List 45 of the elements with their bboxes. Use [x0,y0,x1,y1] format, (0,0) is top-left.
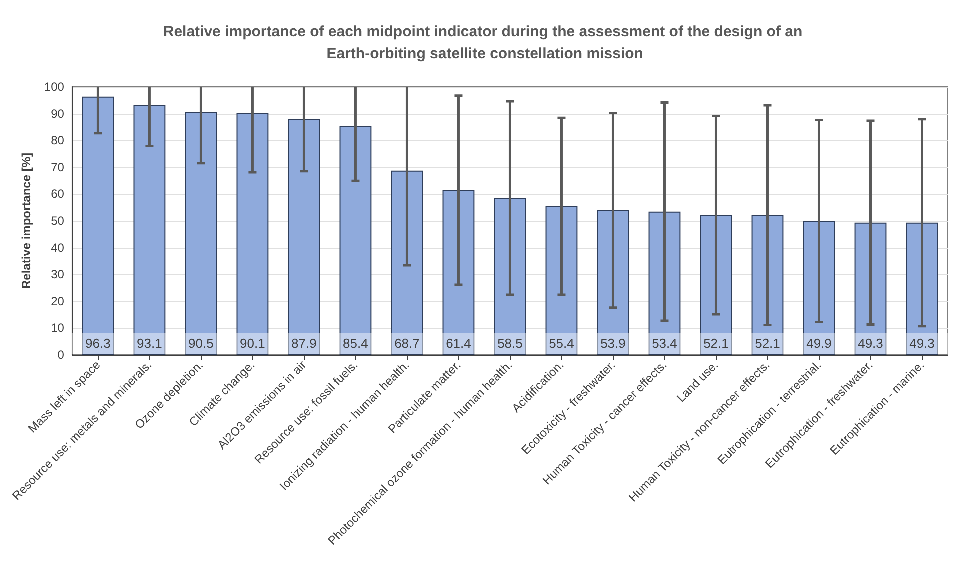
data-label: 58.5 [498,336,523,351]
bar [597,210,630,355]
y-tick-label: 0 [58,348,65,362]
y-tick-label: 80 [51,134,65,148]
data-label: 61.4 [446,336,472,351]
data-label: 68.7 [394,336,420,351]
bar [288,119,320,355]
bar [391,170,424,355]
data-label: 52.1 [704,336,729,351]
bar [803,221,836,355]
y-tick-label: 60 [51,187,65,202]
data-label: 49.3 [910,336,935,351]
bar [442,190,475,355]
data-label: 93.1 [137,336,162,351]
bar [236,114,269,355]
y-tick-label: 10 [51,321,65,336]
y-tick-label: 50 [51,214,65,228]
y-tick-label: 40 [51,240,65,255]
bar [546,206,578,355]
bar [752,215,784,355]
bar [340,126,372,355]
data-label: 52.1 [755,336,780,351]
bar [648,212,681,355]
bar [185,112,218,355]
data-label: 87.9 [292,336,317,351]
y-tick-label: 90 [51,106,65,121]
bar [134,105,166,355]
y-tick-label: 100 [44,80,65,94]
y-tick-label: 20 [51,294,65,308]
data-label: 49.3 [858,336,884,351]
data-label: 49.9 [806,336,832,351]
chart-title: Relative importance of each midpoint indicator during the assessment of the design of an Earth-orbiting satellite constellation mission [163,24,803,62]
data-label: 53.4 [652,336,678,351]
data-label: 85.4 [343,336,368,351]
y-tick-label: 30 [51,268,65,282]
data-label: 96.3 [86,336,111,351]
data-label: 90.5 [188,336,214,351]
data-label: 53.9 [600,336,626,351]
bar [854,222,887,355]
data-label: 90.1 [240,336,266,351]
y-axis-title: Relative importance [%] [19,152,34,290]
data-label: 55.4 [549,336,574,351]
bar [700,215,732,355]
bar [494,198,526,355]
y-tick-label: 70 [51,160,65,174]
